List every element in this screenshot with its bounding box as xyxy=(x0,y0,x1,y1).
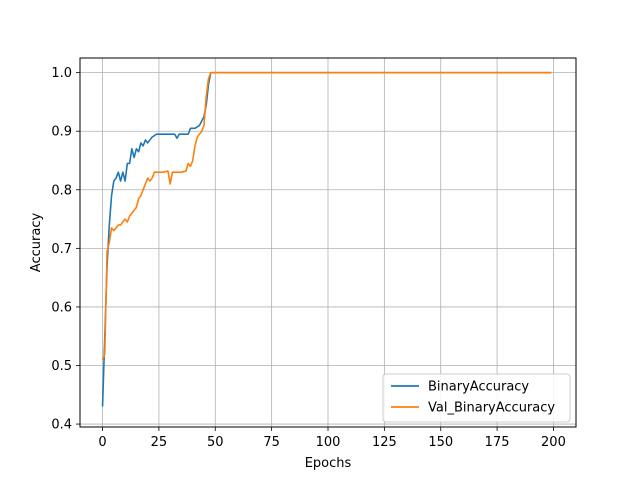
legend-label: Val_BinaryAccuracy xyxy=(428,401,555,416)
x-tick-label: 0 xyxy=(98,435,106,450)
x-tick-label: 25 xyxy=(151,435,168,450)
series-line-val-binaryaccuracy xyxy=(101,71,552,360)
y-tick-label: 1.0 xyxy=(51,66,72,81)
grid-lines xyxy=(80,58,576,427)
x-tick-label: 75 xyxy=(263,435,280,450)
x-tick-label: 175 xyxy=(485,435,510,450)
x-axis-ticks: 0 25 50 75 100 125 150 175 200 xyxy=(98,427,566,450)
y-tick-label: 0.5 xyxy=(51,359,72,374)
y-tick-label: 0.4 xyxy=(51,418,72,433)
x-tick-label: 200 xyxy=(541,435,566,450)
y-tick-label: 0.8 xyxy=(51,183,72,198)
y-tick-label: 0.7 xyxy=(51,242,72,257)
x-tick-label: 150 xyxy=(428,435,453,450)
x-tick-label: 50 xyxy=(207,435,224,450)
legend-label: BinaryAccuracy xyxy=(428,380,529,395)
x-tick-label: 100 xyxy=(316,435,341,450)
y-tick-label: 0.9 xyxy=(51,125,72,140)
legend: BinaryAccuracy Val_BinaryAccuracy xyxy=(382,373,571,423)
y-axis-label: Accuracy xyxy=(29,213,44,273)
legend-box xyxy=(382,373,571,423)
x-axis-label: Epochs xyxy=(305,456,352,471)
y-axis-ticks: 0.4 0.5 0.6 0.7 0.8 0.9 1.0 xyxy=(51,66,80,433)
y-tick-label: 0.6 xyxy=(51,300,72,315)
series-layer xyxy=(101,71,552,407)
x-tick-label: 125 xyxy=(372,435,397,450)
